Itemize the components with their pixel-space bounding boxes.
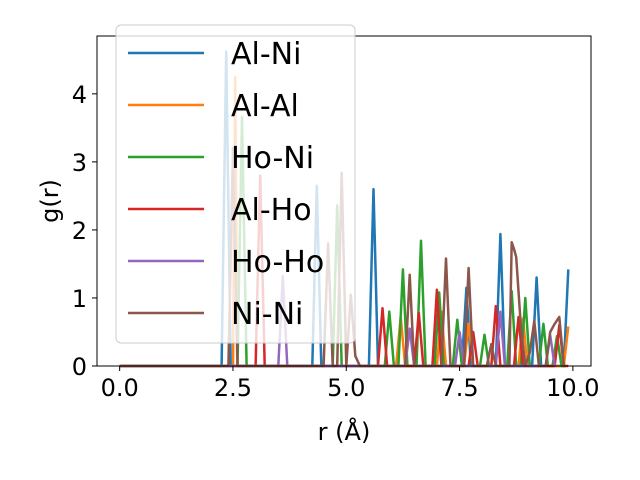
legend-label: Ho-Ni xyxy=(231,141,314,176)
legend: Al-Ni Al-Al Ho-Ni Al-Ho Ho-Ho Ni-Ni xyxy=(115,24,356,344)
x-tick-label: 5.0 xyxy=(327,374,365,402)
y-tick-label: 1 xyxy=(72,285,87,313)
legend-label: Ni-Ni xyxy=(231,297,303,332)
y-axis: 0 1 2 3 4 xyxy=(72,81,97,381)
x-axis-label: r (Å) xyxy=(318,417,371,446)
y-axis-label: g(r) xyxy=(36,179,64,223)
legend-box xyxy=(115,24,356,344)
x-tick-label: 10.0 xyxy=(546,374,599,402)
x-tick-label: 2.5 xyxy=(214,374,252,402)
legend-label: Al-Ni xyxy=(231,37,301,72)
x-axis: 0.0 2.5 5.0 7.5 10.0 xyxy=(101,366,600,402)
y-tick-label: 3 xyxy=(72,149,87,177)
x-tick-label: 7.5 xyxy=(440,374,478,402)
y-tick-label: 0 xyxy=(72,353,87,381)
x-tick-label: 0.0 xyxy=(101,374,139,402)
legend-label: Al-Al xyxy=(231,89,299,124)
y-tick-label: 4 xyxy=(72,81,87,109)
y-tick-label: 2 xyxy=(72,217,87,245)
legend-label: Al-Ho xyxy=(231,193,312,228)
legend-label: Ho-Ho xyxy=(231,245,324,280)
